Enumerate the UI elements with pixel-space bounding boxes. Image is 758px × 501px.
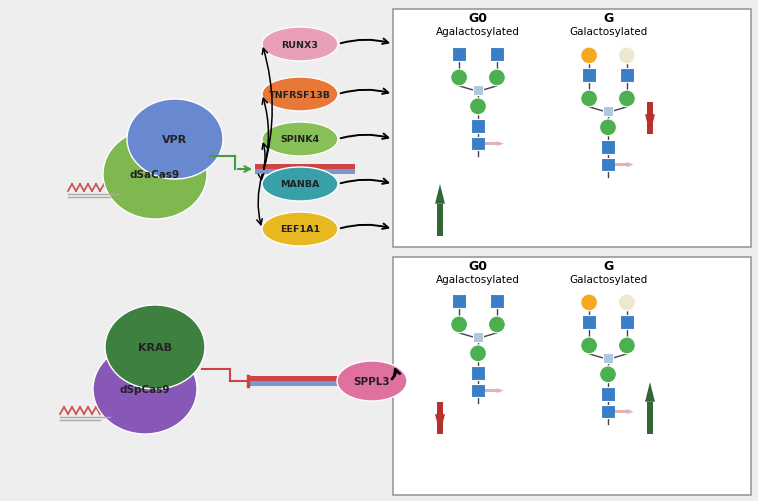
Bar [601,141,615,154]
Bar [582,315,596,329]
Circle shape [451,70,468,87]
Bar [485,143,496,146]
Text: EEF1A1: EEF1A1 [280,225,320,234]
Polygon shape [435,414,445,434]
FancyBboxPatch shape [393,258,751,495]
Text: G0: G0 [468,260,487,273]
Bar [601,405,615,419]
Ellipse shape [105,306,205,389]
Bar [473,333,483,342]
Bar [647,103,653,135]
Circle shape [581,337,597,354]
Bar [255,170,355,175]
Text: Agalactosylated: Agalactosylated [436,27,520,37]
Bar [485,389,496,392]
Circle shape [581,295,597,311]
Bar [255,165,355,170]
Bar [437,204,443,236]
Ellipse shape [262,123,338,157]
Ellipse shape [262,212,338,246]
Bar [437,402,443,434]
Text: dSpCas9: dSpCas9 [120,384,171,394]
Circle shape [600,366,616,383]
Polygon shape [627,409,634,414]
Circle shape [619,91,635,108]
Text: TNFRSF13B: TNFRSF13B [269,90,331,99]
Circle shape [600,120,616,136]
FancyBboxPatch shape [393,10,751,247]
Text: Agalactosylated: Agalactosylated [436,275,520,285]
Circle shape [451,317,468,333]
Bar [453,295,466,308]
Polygon shape [645,115,655,135]
Circle shape [619,48,635,65]
Text: VPR: VPR [162,135,188,145]
Circle shape [488,70,506,87]
Bar [620,69,634,83]
Polygon shape [645,382,655,402]
Bar [453,48,466,62]
Bar [582,69,596,83]
Ellipse shape [103,130,207,219]
Text: dSaCas9: dSaCas9 [130,170,180,180]
Text: G0: G0 [468,12,487,25]
Text: SPINK4: SPINK4 [280,135,320,144]
Ellipse shape [127,100,223,180]
Bar [471,366,485,380]
Ellipse shape [337,361,407,401]
Ellipse shape [262,78,338,112]
Bar [601,158,615,172]
Text: Galactosylated: Galactosylated [568,27,647,37]
Ellipse shape [93,344,197,434]
Circle shape [470,345,487,362]
Bar [603,107,612,117]
Circle shape [581,91,597,108]
Bar [471,120,485,133]
Text: KRAB: KRAB [138,342,172,352]
Circle shape [488,317,506,333]
Text: RUNX3: RUNX3 [281,41,318,50]
Circle shape [619,337,635,354]
Text: G: G [603,260,613,273]
Bar [615,410,627,413]
Bar [473,86,483,96]
Bar [250,381,350,386]
Text: G: G [603,12,613,25]
Circle shape [581,48,597,65]
Bar [471,137,485,151]
Circle shape [619,295,635,311]
Bar [647,402,653,434]
Text: MANBA: MANBA [280,180,320,189]
Bar [250,376,350,381]
Ellipse shape [262,28,338,62]
Polygon shape [496,142,504,147]
Circle shape [470,99,487,116]
Bar [620,315,634,329]
Bar [490,295,504,308]
Ellipse shape [262,168,338,201]
Polygon shape [435,185,445,204]
Text: Galactosylated: Galactosylated [568,275,647,285]
Bar [490,48,504,62]
Polygon shape [496,388,504,393]
Polygon shape [627,163,634,168]
Text: SPPL3: SPPL3 [354,376,390,386]
Bar [601,387,615,401]
Bar [615,164,627,167]
Bar [471,384,485,398]
Bar [603,354,612,363]
